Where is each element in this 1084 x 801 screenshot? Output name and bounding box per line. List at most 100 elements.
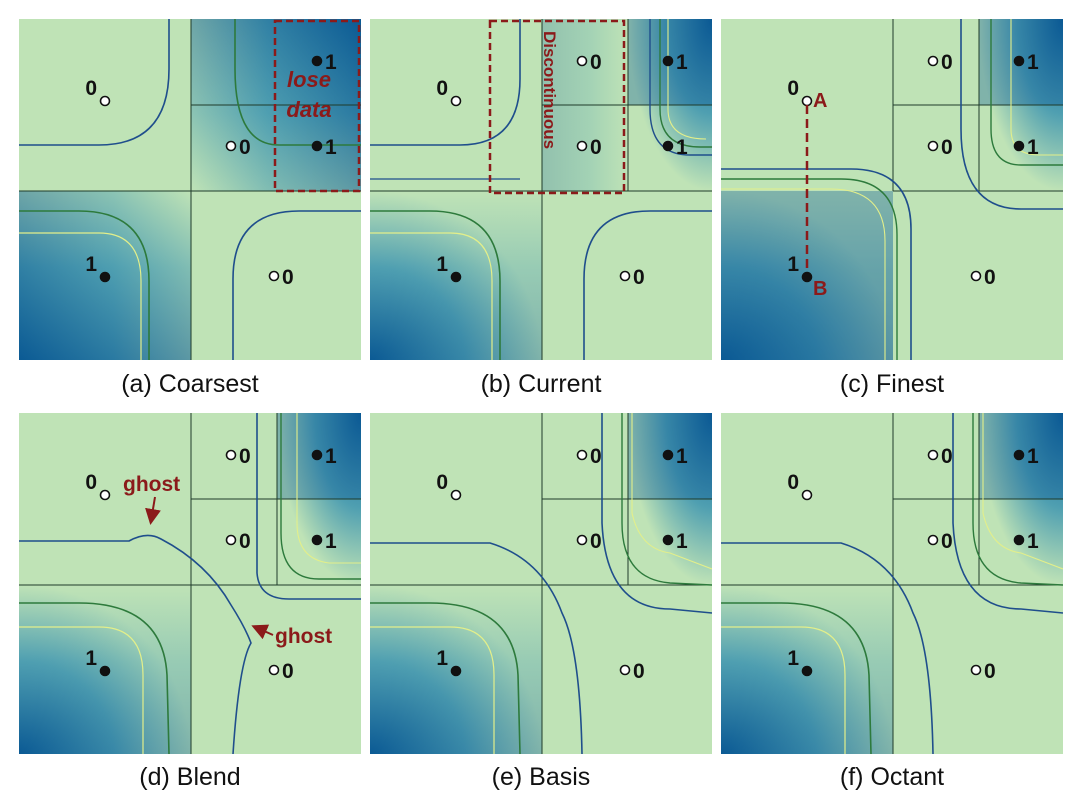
isoline xyxy=(370,232,493,360)
vertex-label: 1 xyxy=(325,445,337,468)
vertex-label: 1 xyxy=(787,647,799,670)
isoline xyxy=(972,413,1063,586)
isoline xyxy=(721,626,846,754)
vertex-label: 0 xyxy=(282,266,294,289)
panel-caption: (c) Finest xyxy=(839,370,945,398)
isoline xyxy=(370,626,495,754)
scalar-field xyxy=(370,413,712,754)
vertex-label: 0 xyxy=(590,445,602,468)
filled-vertex-icon xyxy=(311,449,323,461)
vertex-label: 0 xyxy=(282,660,294,683)
vertex-label: 0 xyxy=(590,136,602,159)
panel-b-plot: 0 0 1 0 1 1 0 Discontinuous xyxy=(370,19,712,360)
filled-vertex-icon xyxy=(99,271,111,283)
isoline xyxy=(370,210,501,360)
isoline xyxy=(583,210,712,360)
open-vertex-icon xyxy=(576,449,588,461)
filled-vertex-icon xyxy=(450,665,462,677)
open-vertex-icon xyxy=(927,534,939,546)
isoline xyxy=(370,542,583,754)
annotations: lose data xyxy=(273,19,361,193)
panel-caption: (a) Coarsest xyxy=(121,370,259,398)
open-vertex-icon xyxy=(927,55,939,67)
scalar-field xyxy=(721,413,1063,754)
vertex-label: 0 xyxy=(633,660,645,683)
vertex-label: 1 xyxy=(1027,51,1039,74)
isoline xyxy=(667,19,707,140)
vertices: 0 0 1 0 1 1 0 xyxy=(85,445,337,683)
filled-vertex-icon xyxy=(311,55,323,67)
open-vertex-icon xyxy=(576,140,588,152)
isoline xyxy=(19,232,142,360)
isoline xyxy=(256,413,361,600)
panel-f: 0 0 1 0 1 1 0 xyxy=(721,413,1063,754)
panel-f-plot: 0 0 1 0 1 1 0 xyxy=(721,413,1063,754)
vertex-label: 1 xyxy=(325,51,337,74)
isoline xyxy=(601,413,712,614)
filled-vertex-icon xyxy=(662,140,674,152)
open-vertex-icon xyxy=(225,449,237,461)
open-vertex-icon xyxy=(801,95,813,107)
arrow-icon xyxy=(145,496,161,525)
filled-vertex-icon xyxy=(662,55,674,67)
annotation-text: ghost xyxy=(123,473,180,496)
panel-a: 0 0 1 1 1 0 lose data xyxy=(19,19,361,360)
isoline xyxy=(952,413,1063,614)
vertex-label: 0 xyxy=(239,530,251,553)
isoline xyxy=(631,413,712,570)
open-vertex-icon xyxy=(576,55,588,67)
panel-d-plot: 0 0 1 0 1 1 0 ghost ghost xyxy=(19,413,361,754)
vertices: 0 0 1 1 1 0 xyxy=(85,51,337,289)
vertex-label: 0 xyxy=(941,136,953,159)
vertex-label: 0 xyxy=(436,471,448,494)
isoline xyxy=(721,188,886,360)
isoline xyxy=(721,602,872,754)
annotation-text: data xyxy=(286,97,331,122)
annotations: ghost ghost xyxy=(123,473,332,648)
isoline xyxy=(280,413,361,580)
annotation-text: A xyxy=(813,90,827,112)
vertex-label: 0 xyxy=(787,471,799,494)
panel-caption: (d) Blend xyxy=(139,763,241,791)
vertex-label: 1 xyxy=(1027,530,1039,553)
scalar-field xyxy=(19,413,361,754)
isoline xyxy=(621,413,712,586)
open-vertex-icon xyxy=(99,95,111,107)
filled-vertex-icon xyxy=(99,665,111,677)
vertex-label: 0 xyxy=(239,136,251,159)
open-vertex-icon xyxy=(970,664,982,676)
vertex-label: 1 xyxy=(676,530,688,553)
vertex-label: 0 xyxy=(984,266,996,289)
isolines xyxy=(721,19,1063,360)
filled-vertex-icon xyxy=(1013,449,1025,461)
panel-b: 0 0 1 0 1 1 0 Discontinuous xyxy=(370,19,712,360)
vertex-label: 0 xyxy=(941,530,953,553)
discontinuity-box xyxy=(488,19,626,195)
vertex-label: 1 xyxy=(787,253,799,276)
open-vertex-icon xyxy=(268,664,280,676)
vertex-label: 0 xyxy=(941,445,953,468)
isoline xyxy=(232,210,361,360)
vertex-label: 0 xyxy=(85,77,97,100)
isoline xyxy=(659,19,712,148)
panel-e: 0 0 1 0 1 1 0 xyxy=(370,413,712,754)
ghost-isoline xyxy=(19,534,252,754)
vertex-label: 0 xyxy=(590,51,602,74)
panel-caption: (f) Octant xyxy=(839,763,945,791)
vertex-label: 1 xyxy=(676,51,688,74)
vertex-label: 0 xyxy=(984,660,996,683)
vertex-label: 0 xyxy=(590,530,602,553)
isolines xyxy=(721,413,1063,754)
open-vertex-icon xyxy=(927,140,939,152)
filled-vertex-icon xyxy=(311,140,323,152)
filled-vertex-icon xyxy=(1013,140,1025,152)
open-vertex-icon xyxy=(801,489,813,501)
isoline xyxy=(19,19,170,146)
vertex-label: 1 xyxy=(436,253,448,276)
isoline xyxy=(234,19,361,146)
filled-vertex-icon xyxy=(662,534,674,546)
annotation-text: B xyxy=(813,278,827,300)
filled-vertex-icon xyxy=(1013,534,1025,546)
isoline xyxy=(721,178,898,360)
